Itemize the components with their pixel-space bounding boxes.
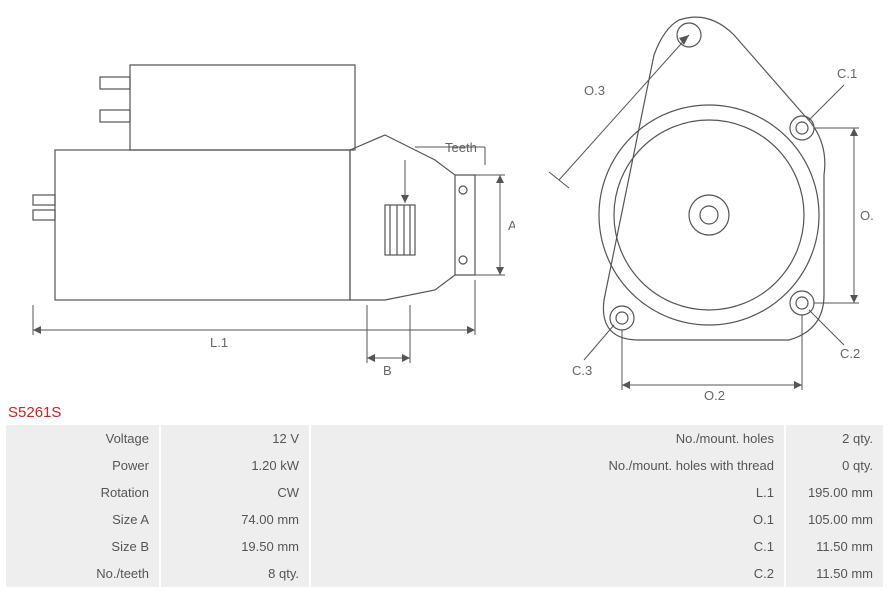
spec-label: Size A — [6, 506, 161, 533]
spec-value: CW — [161, 479, 311, 506]
spec-value: 105.00 mm — [786, 506, 883, 533]
dim-o2-label: O.2 — [704, 388, 725, 400]
dim-b-label: B — [383, 363, 392, 378]
diagram-area: Teeth A — [0, 0, 889, 400]
dim-c3-label: C.3 — [572, 363, 592, 378]
spec-value: 12 V — [161, 425, 311, 452]
spec-value: 8 qty. — [161, 560, 311, 587]
spec-label: Power — [6, 452, 161, 479]
spec-table: Voltage 12 V No./mount. holes 2 qty. Pow… — [6, 425, 883, 587]
spec-label: No./mount. holes with thread — [311, 452, 786, 479]
spec-label: No./mount. holes — [311, 425, 786, 452]
front-view-diagram: O.3 C.1 C.2 C.3 — [524, 0, 874, 400]
dim-o3-label: O.3 — [584, 83, 605, 98]
spec-value: 74.00 mm — [161, 506, 311, 533]
spec-label: C.2 — [311, 560, 786, 587]
spec-value: 19.50 mm — [161, 533, 311, 560]
side-view-diagram: Teeth A — [15, 15, 515, 385]
spec-value: 0 qty. — [786, 452, 883, 479]
spec-label: L.1 — [311, 479, 786, 506]
spec-value: 11.50 mm — [786, 533, 883, 560]
spec-label: O.1 — [311, 506, 786, 533]
table-row: Size A 74.00 mm O.1 105.00 mm — [6, 506, 883, 533]
spec-value: 2 qty. — [786, 425, 883, 452]
spec-label: Size B — [6, 533, 161, 560]
spec-label: C.1 — [311, 533, 786, 560]
table-row: Voltage 12 V No./mount. holes 2 qty. — [6, 425, 883, 452]
spec-label: Rotation — [6, 479, 161, 506]
table-row: Rotation CW L.1 195.00 mm — [6, 479, 883, 506]
dim-o1-label: O.1 — [860, 208, 874, 223]
dim-c2-label: C.2 — [840, 346, 860, 361]
spec-value: 11.50 mm — [786, 560, 883, 587]
table-row: Power 1.20 kW No./mount. holes with thre… — [6, 452, 883, 479]
table-row: No./teeth 8 qty. C.2 11.50 mm — [6, 560, 883, 587]
dim-a-label: A — [508, 218, 515, 233]
spec-value: 1.20 kW — [161, 452, 311, 479]
table-row: Size B 19.50 mm C.1 11.50 mm — [6, 533, 883, 560]
dim-l1-label: L.1 — [210, 335, 228, 350]
spec-value: 195.00 mm — [786, 479, 883, 506]
dim-c1-label: C.1 — [837, 66, 857, 81]
spec-label: Voltage — [6, 425, 161, 452]
spec-label: No./teeth — [6, 560, 161, 587]
part-number: S5261S — [8, 404, 61, 421]
